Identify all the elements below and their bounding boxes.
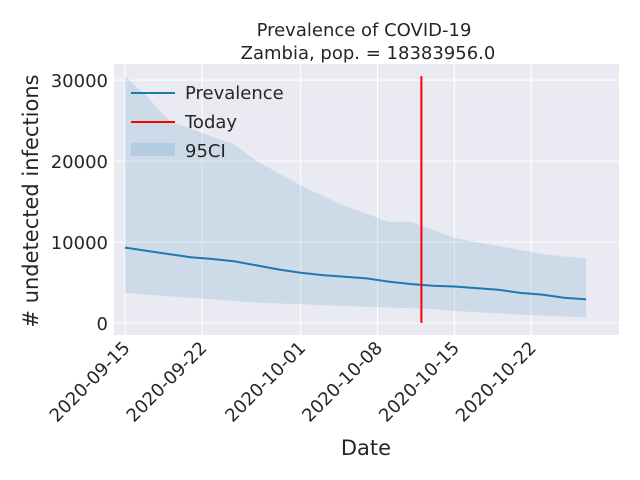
chart-title: Prevalence of COVID-19 — [257, 20, 472, 41]
x-tick-label: 2020-09-22 — [123, 338, 212, 427]
y-tick-label: 30000 — [51, 71, 108, 92]
prevalence-line — [124, 246, 587, 301]
x-axis-label: Date — [341, 436, 391, 460]
legend-95ci-swatch — [131, 143, 175, 156]
x-tick-label: 2020-10-01 — [221, 338, 310, 427]
y-tick-label: 10000 — [51, 233, 108, 254]
x-tick-label: 2020-10-08 — [298, 338, 387, 427]
y-axis-label: # undetected infections — [19, 74, 43, 327]
y-tick-labels: 0 10000 20000 30000 — [51, 71, 108, 335]
legend-prevalence-label: Prevalence — [185, 83, 284, 104]
plot-area — [114, 64, 619, 335]
legend-today-label: Today — [184, 112, 237, 133]
ci-band — [125, 76, 587, 318]
legend: Prevalence Today 95CI — [131, 83, 284, 162]
y-tick-label: 20000 — [51, 152, 108, 173]
x-tick-label: 2020-10-15 — [375, 338, 464, 427]
x-tick-label: 2020-09-15 — [46, 338, 135, 427]
y-tick-label: 0 — [97, 314, 108, 335]
legend-95ci-label: 95CI — [185, 141, 226, 162]
chart-subtitle: Zambia, pop. = 18383956.0 — [241, 43, 496, 64]
grid — [114, 64, 619, 335]
x-tick-label: 2020-10-22 — [452, 338, 541, 427]
